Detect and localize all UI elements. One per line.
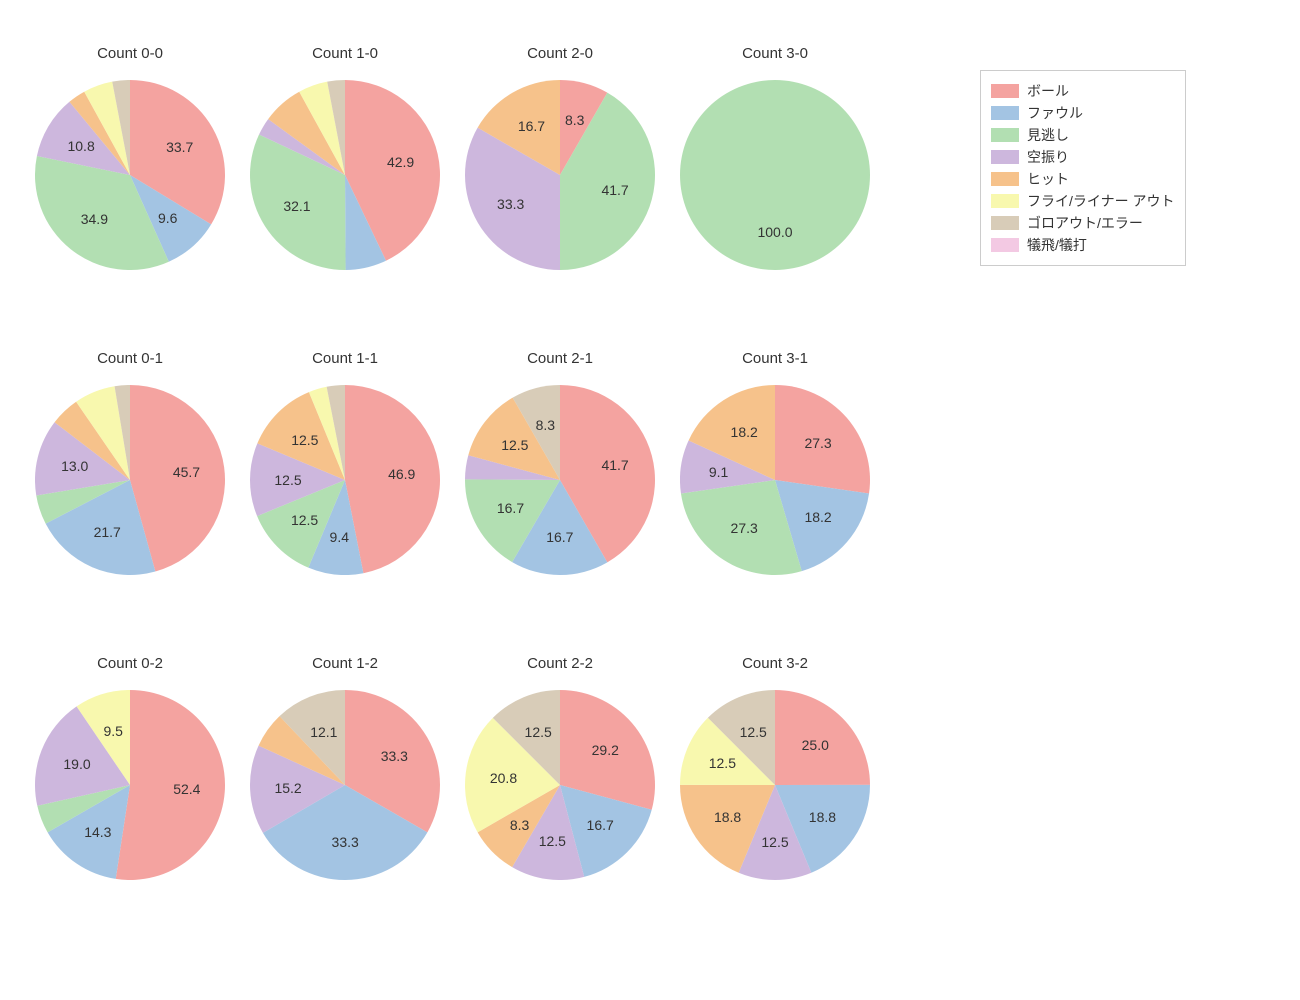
legend-label: 空振り	[1027, 147, 1069, 167]
chart-title: Count 2-1	[527, 350, 593, 367]
chart-title: Count 2-2	[527, 655, 593, 672]
legend-label: ゴロアウト/エラー	[1027, 213, 1143, 233]
chart-title: Count 0-1	[97, 350, 163, 367]
pie-chart	[250, 690, 440, 880]
legend-label: ボール	[1027, 81, 1069, 101]
pie-slice	[775, 385, 870, 494]
pie-slice	[116, 690, 225, 880]
legend-swatch	[991, 194, 1019, 208]
pie-chart	[35, 690, 225, 880]
legend-label: 犠飛/犠打	[1027, 235, 1087, 255]
legend-label: ファウル	[1027, 103, 1083, 123]
pie-chart	[250, 385, 440, 575]
pie-chart	[465, 80, 655, 270]
pie-chart	[465, 385, 655, 575]
legend-item: フライ/ライナー アウト	[991, 191, 1175, 211]
chart-title: Count 3-1	[742, 350, 808, 367]
chart-title: Count 3-2	[742, 655, 808, 672]
legend: ボールファウル見逃し空振りヒットフライ/ライナー アウトゴロアウト/エラー犠飛/…	[980, 70, 1186, 266]
chart-title: Count 1-2	[312, 655, 378, 672]
legend-item: ゴロアウト/エラー	[991, 213, 1175, 233]
pie-chart	[680, 690, 870, 880]
legend-swatch	[991, 150, 1019, 164]
chart-title: Count 0-2	[97, 655, 163, 672]
chart-title: Count 1-0	[312, 45, 378, 62]
legend-item: ボール	[991, 81, 1175, 101]
legend-label: フライ/ライナー アウト	[1027, 191, 1175, 211]
legend-swatch	[991, 238, 1019, 252]
legend-label: ヒット	[1027, 169, 1069, 189]
pie-chart	[680, 385, 870, 575]
legend-item: 見逃し	[991, 125, 1175, 145]
legend-label: 見逃し	[1027, 125, 1069, 145]
chart-title: Count 2-0	[527, 45, 593, 62]
pie-slice	[345, 385, 440, 573]
legend-item: 空振り	[991, 147, 1175, 167]
legend-swatch	[991, 216, 1019, 230]
pie-chart	[465, 690, 655, 880]
pie-slice	[775, 690, 870, 785]
pie-chart	[35, 385, 225, 575]
legend-item: ファウル	[991, 103, 1175, 123]
chart-title: Count 3-0	[742, 45, 808, 62]
pie-chart	[35, 80, 225, 270]
legend-swatch	[991, 172, 1019, 186]
figure: Count 0-033.79.634.910.8Count 1-042.932.…	[0, 0, 1300, 1000]
pie-chart	[250, 80, 440, 270]
legend-item: 犠飛/犠打	[991, 235, 1175, 255]
legend-item: ヒット	[991, 169, 1175, 189]
pie-chart	[680, 80, 870, 270]
pie-slice	[680, 80, 870, 270]
chart-title: Count 1-1	[312, 350, 378, 367]
legend-swatch	[991, 84, 1019, 98]
chart-title: Count 0-0	[97, 45, 163, 62]
legend-swatch	[991, 106, 1019, 120]
legend-swatch	[991, 128, 1019, 142]
